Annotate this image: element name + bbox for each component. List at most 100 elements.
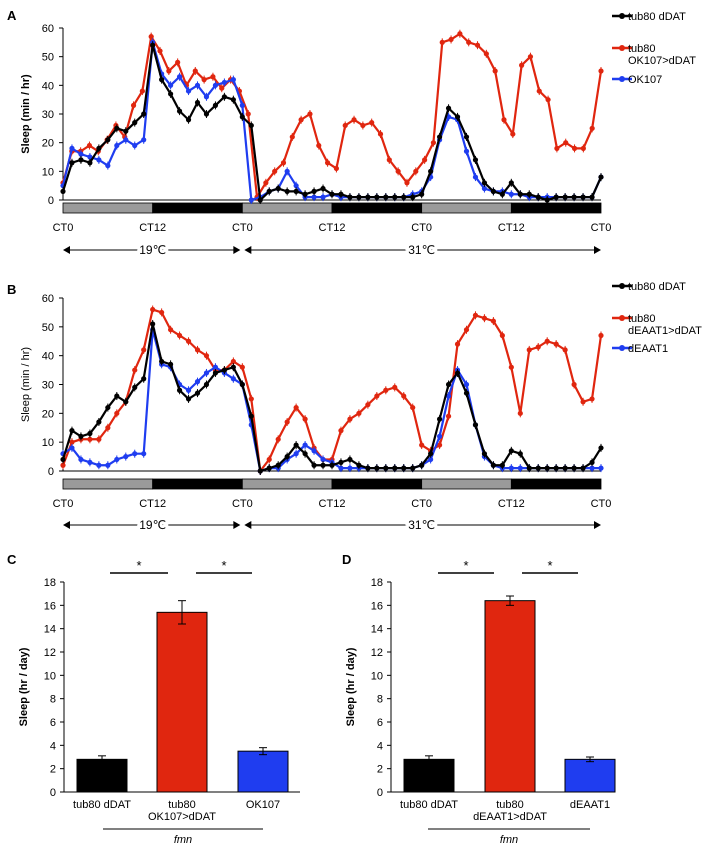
panel-a-temp-19: 19℃ (139, 243, 166, 257)
panel-a-series-red-point (351, 117, 357, 123)
panel-b-series-red-point (374, 393, 380, 399)
panel-a-series-black-point (123, 128, 129, 134)
panel-b-series-red-point (230, 358, 236, 365)
panel-a-series-black-point (463, 134, 470, 140)
panel-b-series-red-point (544, 338, 550, 344)
panel-d-category-label: tub80 dDAT (400, 799, 458, 811)
panel-b-series-black-point (123, 399, 129, 405)
panel-b-series-black-point (230, 364, 236, 370)
panel-c-y-tick-label: 6 (50, 717, 56, 729)
panel-b-series-black-point (105, 404, 111, 411)
panel-b-series-black-point (212, 370, 219, 376)
panel-a-series-red-point (280, 160, 287, 166)
panel-a-series-red-point (580, 145, 586, 151)
panel-a-x-tick-label: CT12 (139, 222, 166, 234)
panel-a-series-blue-point (96, 157, 102, 163)
panel-c-group-label: fmn (174, 834, 192, 846)
panel-a-series-red-point (563, 140, 569, 146)
panel-b-y-tick-label: 40 (42, 351, 54, 363)
panel-b-series-blue-point (141, 451, 147, 457)
panel-a-series-black-point (257, 197, 263, 203)
panel-b-y-tick-label: 50 (42, 322, 54, 334)
panel-a-series-blue-point (293, 183, 299, 189)
panel-a-x-tick-label: CT12 (498, 222, 525, 234)
panel-b-series-red-point (535, 344, 541, 350)
panel-a-series-red-point (571, 145, 578, 151)
panel-a-series-red-point (386, 157, 392, 163)
panel-a-legend-label: tub80 dDAT (628, 11, 686, 23)
panel-a-series-blue-point (114, 142, 120, 149)
panel-d-y-tick-label: 4 (377, 740, 383, 752)
panel-a-series-red-point (192, 68, 198, 74)
panel-b-series-blue-point (87, 459, 93, 465)
panel-a-series-black-point (437, 134, 443, 140)
panel-a-series-blue-point (132, 142, 138, 149)
panel-d-y-tick-label: 10 (371, 670, 383, 682)
panel-a-series-black-point (445, 105, 452, 111)
panel-a-series-black-point (562, 194, 568, 200)
panel-d-label: D (342, 552, 351, 567)
panel-a-series-red-point (272, 168, 278, 174)
panel-b-light-phase (241, 478, 333, 490)
panel-b-series-red-point (401, 393, 407, 399)
panel-a-series-blue-point (194, 82, 201, 88)
panel-a-series-black-point (320, 185, 326, 192)
panel-d-y-tick-label: 18 (371, 577, 383, 589)
panel-a-series-black-point (212, 102, 219, 108)
panel-b-series-red-point (490, 318, 496, 324)
panel-b-series-red-point (481, 315, 488, 321)
panel-b-series-black-point (454, 370, 461, 376)
panel-d-bar-blue (564, 758, 616, 793)
panel-d-y-label: Sleep (hr / day) (345, 647, 357, 726)
panel-b-series-black-point (481, 451, 488, 457)
panel-a-series-black-point (168, 91, 174, 97)
panel-a-series-black-point (275, 185, 281, 192)
panel-b-series-black-point (428, 451, 434, 457)
panel-d-group-label: fmn (500, 834, 518, 846)
panel-a-series-red-point (298, 117, 304, 123)
panel-a-series-black-point (356, 194, 362, 200)
panel-a-legend-label: OK107 (628, 74, 662, 86)
panel-a-series-red-point (86, 142, 93, 149)
panel-b-series-blue-point (78, 456, 84, 463)
panel-b-series-red-point (508, 364, 514, 370)
panel-a-series-red-point (333, 165, 340, 172)
panel-b-series-red-point (589, 396, 595, 402)
panel-c-y-tick-label: 10 (44, 670, 56, 682)
panel-a-series-black-point (87, 160, 93, 166)
panel-b-series-black-point (302, 451, 308, 457)
panel-a-arrow-head (233, 246, 241, 254)
panel-b-series-black-point (275, 462, 281, 468)
panel-c-y-tick-label: 16 (44, 600, 56, 612)
panel-b-series-red-point (571, 381, 577, 388)
panel-b-series-red-point (419, 442, 425, 448)
panel-a-series-red-point (527, 54, 534, 60)
panel-b-label: B (7, 282, 16, 297)
panel-b-series-red-point (132, 367, 138, 373)
panel-b-series-black-point (185, 396, 192, 402)
panel-a-series-red-point (430, 140, 437, 146)
panel-a-x-tick-label: CT0 (53, 222, 74, 234)
panel-b-series-black-point (78, 433, 84, 439)
panel-b-series-black-point (410, 465, 416, 471)
panel-b-series-red-point (445, 413, 452, 419)
panel-d-y-tick-label: 2 (377, 764, 383, 776)
panel-b-series-red-point (338, 428, 344, 434)
panel-a-series-black-point (329, 191, 335, 197)
panel-b-series-black-point (508, 448, 514, 454)
panel-b-series-red-point (203, 353, 210, 359)
panel-a-series-black-point (69, 160, 75, 166)
panel-a-series-blue-point (239, 102, 245, 108)
panel-a-series-black-point (248, 122, 254, 129)
panel-a-series-black-point (132, 120, 138, 126)
panel-a-series-red-point (404, 180, 410, 186)
panel-b-series-black-point (176, 387, 183, 393)
panel-b-series-red-point (176, 332, 183, 339)
panel-b-series-black-point (203, 381, 210, 388)
panel-b-series-red-point (96, 436, 102, 442)
panel-b-series-blue-point (230, 376, 236, 382)
panel-c-category-label: tub80 OK107>dDAT (148, 799, 216, 823)
panel-b-series-black-point (141, 376, 147, 382)
panel-c-bar-red (156, 611, 208, 793)
panel-b-series-red-point (526, 347, 532, 353)
